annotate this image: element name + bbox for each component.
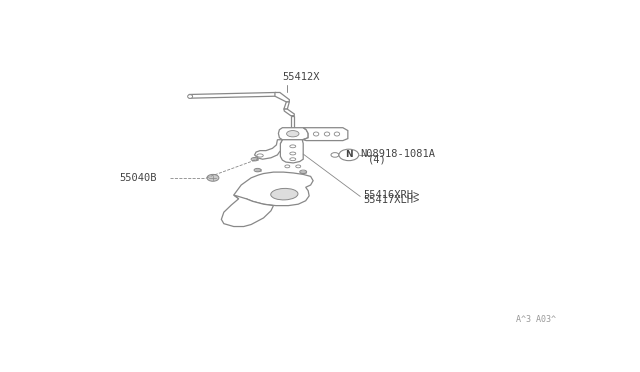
Ellipse shape bbox=[271, 188, 298, 200]
Polygon shape bbox=[189, 93, 276, 98]
Text: (4): (4) bbox=[367, 154, 387, 164]
Text: 55040B: 55040B bbox=[120, 173, 157, 183]
Circle shape bbox=[331, 153, 339, 157]
Ellipse shape bbox=[188, 94, 193, 98]
Ellipse shape bbox=[324, 132, 330, 136]
Ellipse shape bbox=[300, 170, 307, 173]
Ellipse shape bbox=[287, 131, 299, 137]
Text: N: N bbox=[345, 150, 353, 160]
Ellipse shape bbox=[296, 165, 301, 168]
Ellipse shape bbox=[334, 132, 340, 136]
Text: 55412X: 55412X bbox=[282, 72, 319, 82]
Ellipse shape bbox=[290, 152, 296, 155]
Polygon shape bbox=[255, 140, 282, 159]
Text: N08918-1081A: N08918-1081A bbox=[360, 149, 435, 159]
Text: 55417XLH>: 55417XLH> bbox=[364, 195, 420, 205]
Polygon shape bbox=[284, 102, 289, 109]
Polygon shape bbox=[303, 128, 348, 141]
Polygon shape bbox=[291, 116, 294, 128]
Text: A^3 A03^: A^3 A03^ bbox=[516, 315, 556, 324]
Ellipse shape bbox=[314, 132, 319, 136]
Polygon shape bbox=[275, 93, 289, 102]
Text: 55416XRH>: 55416XRH> bbox=[364, 190, 420, 200]
Polygon shape bbox=[221, 195, 273, 227]
Polygon shape bbox=[284, 109, 294, 116]
Ellipse shape bbox=[285, 165, 290, 168]
Polygon shape bbox=[280, 140, 303, 163]
Ellipse shape bbox=[257, 154, 263, 157]
Polygon shape bbox=[278, 128, 308, 140]
Ellipse shape bbox=[251, 157, 258, 161]
Ellipse shape bbox=[290, 158, 296, 161]
Circle shape bbox=[207, 174, 219, 181]
Ellipse shape bbox=[290, 145, 296, 148]
Polygon shape bbox=[234, 172, 313, 206]
Circle shape bbox=[339, 149, 359, 161]
Ellipse shape bbox=[254, 169, 261, 172]
